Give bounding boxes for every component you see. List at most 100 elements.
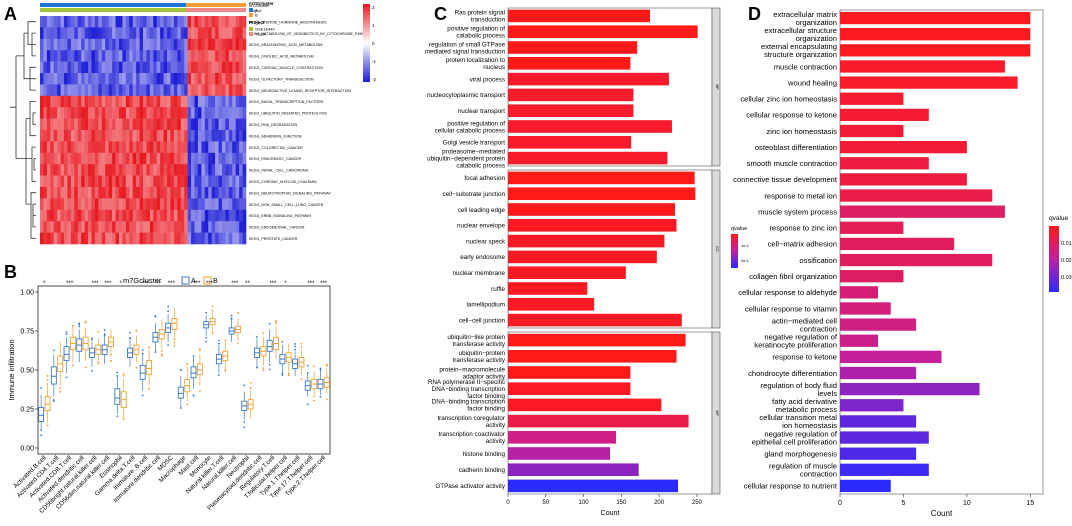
heatmap-cell	[46, 187, 51, 199]
heatmap-cell	[201, 61, 206, 74]
heatmap-cell	[225, 38, 230, 51]
outlier-point	[249, 381, 252, 384]
heatmap-cell	[153, 61, 158, 74]
heatmap-cell	[208, 209, 212, 222]
heatmap-cell	[139, 95, 144, 108]
heatmap-cell	[156, 50, 161, 62]
heatmap-cell	[57, 221, 61, 233]
outlier-point	[198, 349, 201, 352]
heatmap-cell	[167, 107, 171, 119]
heatmap-cell	[132, 27, 137, 40]
go-term-label: gland morphogenesis	[764, 450, 837, 459]
heatmap-cell	[50, 73, 55, 85]
heatmap-cell	[208, 50, 212, 62]
heatmap-cell	[88, 209, 92, 222]
heatmap-cell	[139, 187, 144, 199]
heatmap-cell	[177, 84, 182, 97]
outlier-point	[46, 424, 49, 427]
heatmap-cell	[139, 221, 144, 233]
heatmap-cell	[180, 95, 185, 108]
heatmap-cell	[194, 95, 199, 108]
heatmap-cell	[77, 95, 82, 108]
heatmap-cell	[139, 141, 144, 154]
x-axis-label: Count	[931, 509, 953, 518]
heatmap-cell	[211, 95, 216, 108]
heatmap-cell	[232, 141, 236, 154]
heatmap-cell	[173, 73, 178, 85]
outlier-point	[205, 340, 208, 343]
pathway-label: KEGG_COLORECTAL_CANCER	[249, 146, 303, 150]
box-body	[114, 388, 121, 405]
heatmap-cell	[218, 130, 223, 142]
pathway-label: KEGG_PANCREATIC_CANCER	[249, 157, 302, 161]
outlier-point	[135, 329, 138, 332]
heatmap-cell	[122, 130, 127, 142]
heatmap-cell	[156, 209, 161, 222]
heatmap-cell	[50, 232, 55, 245]
heatmap-cell	[40, 232, 44, 245]
go-term-label: organization	[796, 34, 837, 43]
heatmap-cell	[153, 164, 158, 176]
x-tick-label: 10	[963, 500, 971, 507]
heatmap-cell	[170, 141, 175, 154]
heatmap-cell	[74, 209, 79, 222]
heatmap-cell	[118, 221, 123, 233]
go-bar	[508, 9, 651, 23]
heatmap-cell	[184, 118, 188, 131]
heatmap-cell	[180, 50, 185, 62]
heatmap-cell	[40, 107, 44, 119]
outlier-point	[167, 305, 170, 308]
heatmap-cell	[105, 198, 109, 211]
heatmap-cell	[108, 232, 113, 245]
heatmap-cell	[235, 198, 240, 211]
heatmap-cell	[60, 84, 65, 97]
heatmap-cell	[129, 38, 133, 51]
heatmap-cell	[132, 198, 137, 211]
heatmap-cell	[105, 232, 109, 245]
heatmap-cell	[177, 73, 182, 85]
heatmap-cell	[225, 50, 230, 62]
heatmap-cell	[167, 16, 171, 28]
heatmap-cell	[177, 27, 182, 40]
heat-colorbar-tick: 2	[372, 5, 375, 10]
heatmap-cell	[139, 38, 144, 51]
heatmap-cell	[81, 84, 85, 97]
go-bar	[508, 313, 682, 327]
heatmap-cell	[235, 130, 240, 142]
heatmap-cell	[163, 107, 168, 119]
heatmap-cell	[53, 198, 58, 211]
heatmap-cell	[136, 232, 140, 245]
heatmap-cell	[187, 118, 192, 131]
heatmap-cell	[232, 152, 236, 165]
heatmap-cell	[170, 61, 175, 74]
heatmap-cell	[239, 198, 243, 211]
go-term-label: Golgi vesicle transport	[443, 140, 506, 147]
heatmap-cell	[208, 141, 212, 154]
heatmap-cell	[98, 73, 103, 85]
heatmap-cell	[156, 84, 161, 97]
heatmap-cell	[70, 95, 75, 108]
heatmap-cell	[91, 209, 96, 222]
outlier-point	[110, 354, 112, 356]
outlier-point	[211, 309, 214, 312]
heatmap-cell	[180, 232, 185, 245]
heatmap-cell	[112, 187, 116, 199]
heatmap-cell	[194, 175, 199, 188]
heatmap-cell	[125, 38, 130, 51]
heatmap-cell	[81, 198, 85, 211]
heatmap-cell	[136, 221, 140, 233]
heatmap-cell	[194, 50, 199, 62]
heatmap-cell	[187, 61, 192, 74]
heatmap-cell	[225, 187, 230, 199]
heatmap-cell	[115, 141, 120, 154]
heatmap-cell	[242, 107, 247, 119]
heatmap-cell	[187, 209, 192, 222]
heatmap-cell	[136, 107, 140, 119]
heatmap-cell	[46, 130, 51, 142]
heatmap-cell	[228, 107, 233, 119]
heatmap-cell	[60, 38, 65, 51]
heatmap-cell	[170, 198, 175, 211]
outlier-point	[275, 322, 277, 325]
heatmap-cell	[46, 221, 51, 233]
outlier-point	[294, 345, 296, 348]
